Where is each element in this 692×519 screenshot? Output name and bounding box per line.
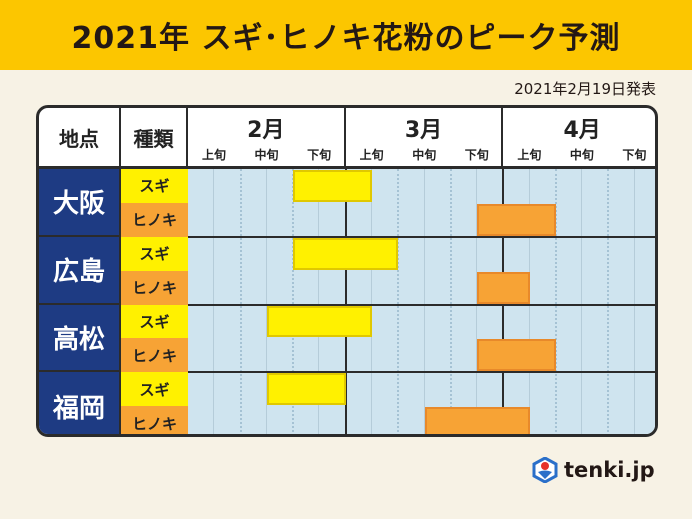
month-header: 3月上旬 中旬 下旬 <box>346 108 504 166</box>
bar-sugi-2 <box>266 305 372 338</box>
month-label: 3月 <box>404 118 443 143</box>
type-label-hinoki: ヒノキ <box>121 338 188 373</box>
header-type: 種類 <box>121 108 188 166</box>
period-divider <box>554 169 557 434</box>
bar-hinoki-0 <box>477 203 556 236</box>
type-label-sugi: スギ <box>121 304 188 339</box>
type-label-hinoki: ヒノキ <box>121 202 188 237</box>
period-divider <box>239 169 242 434</box>
half-period-line <box>581 169 583 434</box>
announce-date: 2021年2月19日発表 <box>514 80 656 98</box>
header-station: 地点 <box>39 108 121 166</box>
bar-hinoki-3 <box>424 407 530 434</box>
station-label: 広島 <box>39 236 121 305</box>
period-label: 上旬 <box>517 148 542 162</box>
period-divider <box>292 169 295 434</box>
logo-text: tenki.jp <box>564 458 655 482</box>
period-label: 中旬 <box>254 148 279 162</box>
bar-hinoki-1 <box>477 271 530 304</box>
header-divider <box>39 166 655 169</box>
half-period-line <box>370 169 372 434</box>
month-header: 4月上旬 中旬 下旬 <box>503 108 655 166</box>
type-label-sugi: スギ <box>121 236 188 271</box>
half-period-line <box>476 169 478 434</box>
month-label: 2月 <box>247 118 285 143</box>
period-label: 上旬 <box>359 148 384 162</box>
half-period-line <box>633 169 635 434</box>
half-period-line <box>213 169 215 434</box>
chart-grid <box>188 169 655 434</box>
station-divider <box>188 235 655 238</box>
period-label: 中旬 <box>412 148 437 162</box>
type-label-hinoki: ヒノキ <box>121 406 188 434</box>
type-label-sugi: スギ <box>121 372 188 407</box>
bar-sugi-1 <box>293 237 399 270</box>
bar-sugi-3 <box>266 373 346 406</box>
period-divider <box>397 169 400 434</box>
tenki-logo-icon <box>532 457 558 483</box>
type-label-hinoki: ヒノキ <box>121 270 188 305</box>
tenki-logo: tenki.jp <box>532 457 655 483</box>
peak-table: 地点 種類 2月 上旬 中旬 下旬 3月 上旬 中旬 下旬 4月 上旬 中旬 下旬 大阪 スギ ヒノキ 広島… <box>36 105 658 437</box>
chart-title: 2021年 スギ･ヒノキ花粉のピーク予測 <box>0 0 692 70</box>
period-label: 下旬 <box>622 148 647 162</box>
period-divider <box>607 169 610 434</box>
bar-hinoki-2 <box>477 339 556 372</box>
station-label: 福岡 <box>39 372 121 434</box>
month-label: 4月 <box>563 118 601 143</box>
bar-sugi-0 <box>293 170 372 202</box>
half-period-line <box>265 169 267 434</box>
period-label: 下旬 <box>307 148 332 162</box>
type-label-sugi: スギ <box>121 169 188 203</box>
station-divider <box>188 303 655 306</box>
period-label: 中旬 <box>569 148 594 162</box>
month-header: 2月上旬 中旬 下旬 <box>188 108 346 166</box>
station-label: 高松 <box>39 304 121 373</box>
station-divider <box>188 371 655 374</box>
period-label: 下旬 <box>464 148 489 162</box>
half-period-line <box>318 169 320 434</box>
station-label: 大阪 <box>39 169 121 237</box>
period-label: 上旬 <box>201 148 226 162</box>
period-divider <box>449 169 452 434</box>
month-divider <box>344 169 347 434</box>
half-period-line <box>423 169 425 434</box>
